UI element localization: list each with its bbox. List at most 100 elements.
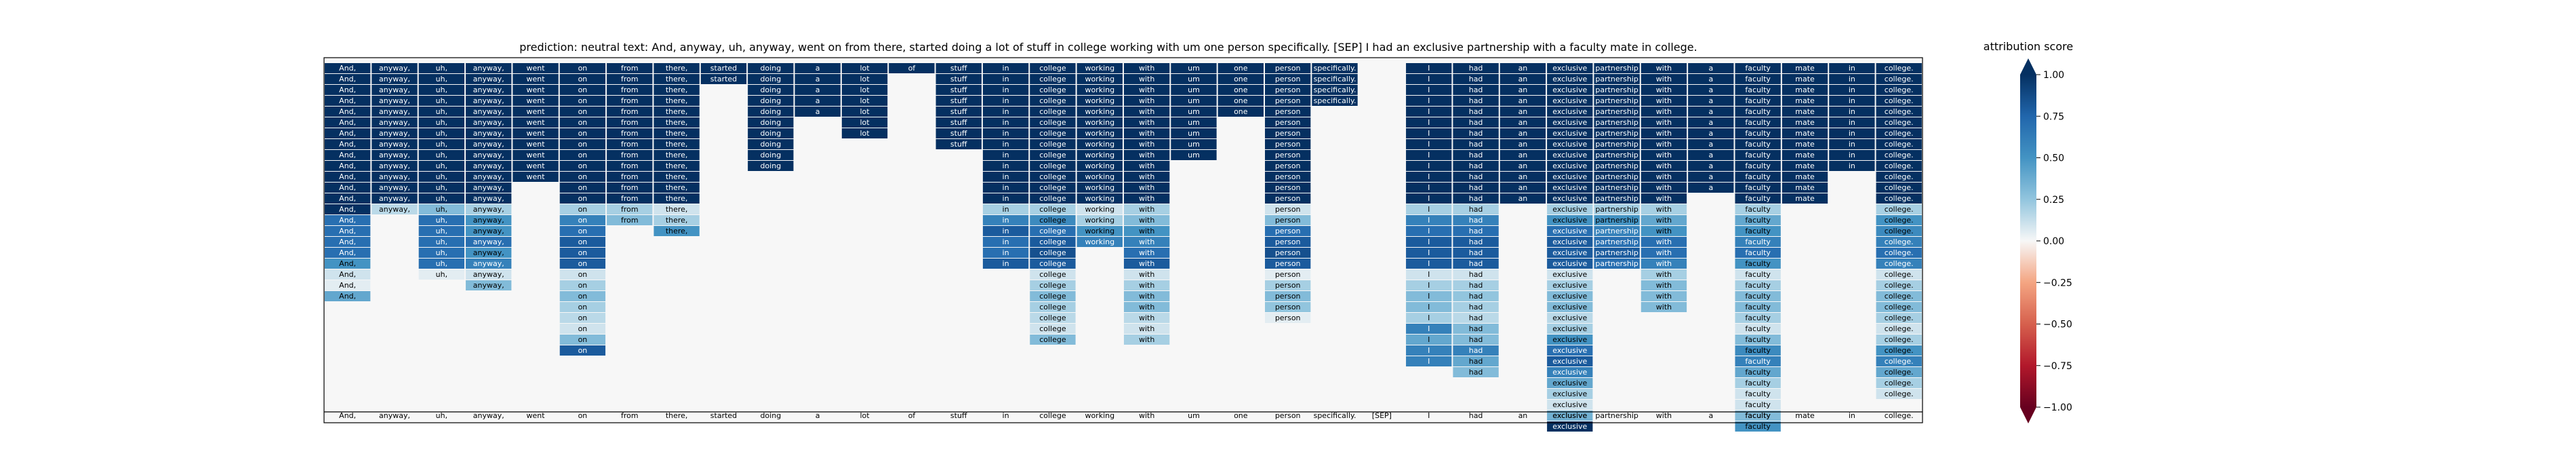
heatmap-cell bbox=[559, 107, 606, 117]
heatmap-cell bbox=[607, 183, 653, 193]
heatmap-cell bbox=[1735, 215, 1781, 225]
heatmap-cell bbox=[1453, 63, 1499, 73]
heatmap-cell bbox=[1688, 117, 1734, 128]
heatmap-cell-label: anyway, bbox=[473, 259, 504, 268]
heatmap-cell bbox=[512, 107, 559, 117]
heatmap-cell-label: partnership bbox=[1595, 194, 1638, 203]
heatmap-cell-label: college bbox=[1039, 335, 1066, 344]
heatmap-cell bbox=[1453, 204, 1499, 214]
heatmap-cell bbox=[371, 172, 418, 182]
heatmap-cell bbox=[418, 204, 465, 214]
heatmap-cell bbox=[748, 161, 794, 171]
colorbar-tick-label: 1.00 bbox=[2043, 70, 2064, 81]
heatmap-cell-label: with bbox=[1139, 129, 1154, 138]
heatmap-cell bbox=[1594, 248, 1640, 258]
heatmap-cell bbox=[1453, 269, 1499, 280]
heatmap-cell bbox=[325, 161, 371, 171]
heatmap-cell-label: on bbox=[578, 346, 588, 355]
heatmap-cell-label: faculty bbox=[1745, 303, 1771, 311]
heatmap-cell bbox=[794, 63, 841, 73]
heatmap-cell-label: person bbox=[1275, 292, 1301, 301]
heatmap-cell-label: with bbox=[1139, 96, 1154, 105]
heatmap-cell-label: from bbox=[621, 151, 639, 159]
heatmap-cell-label: college. bbox=[1885, 281, 1914, 290]
heatmap-cell-label: I bbox=[1428, 270, 1430, 279]
heatmap-cell-label: anyway, bbox=[379, 107, 410, 116]
heatmap-cell bbox=[1030, 63, 1076, 73]
heatmap-cell-label: exclusive bbox=[1552, 411, 1587, 420]
heatmap-cell-label: person bbox=[1275, 96, 1301, 105]
heatmap-cell-label: with bbox=[1656, 259, 1672, 268]
heatmap-cell-label: anyway, bbox=[473, 107, 504, 116]
heatmap-cell-label: person bbox=[1275, 216, 1301, 225]
heatmap-cell bbox=[1406, 237, 1452, 247]
heatmap-cell-label: there, bbox=[666, 140, 688, 149]
heatmap-cell-label: on bbox=[578, 64, 588, 73]
heatmap-cell bbox=[1265, 85, 1311, 95]
heatmap-cell bbox=[1735, 183, 1781, 193]
heatmap-cell bbox=[559, 269, 606, 280]
heatmap-cell-label: went bbox=[527, 151, 546, 159]
heatmap-cell-label: uh, bbox=[436, 129, 447, 138]
heatmap-cell-label: exclusive bbox=[1552, 248, 1587, 257]
heatmap-cell bbox=[982, 96, 1029, 106]
heatmap-cell bbox=[982, 172, 1029, 182]
heatmap-cell bbox=[1829, 161, 1875, 171]
heatmap-cell bbox=[1030, 107, 1076, 117]
colorbar-tick-label: −0.75 bbox=[2043, 361, 2072, 372]
heatmap-cell-label: exclusive bbox=[1552, 238, 1587, 246]
heatmap-cell-label: And, bbox=[339, 227, 356, 235]
heatmap-cell bbox=[1076, 150, 1123, 160]
heatmap-cell-label: in bbox=[1003, 248, 1009, 257]
x-tick-label: I bbox=[1428, 411, 1430, 420]
heatmap-cell-label: on bbox=[578, 194, 588, 203]
heatmap-cell-label: exclusive bbox=[1552, 270, 1587, 279]
heatmap-cell bbox=[1030, 139, 1076, 149]
heatmap-cell-label: faculty bbox=[1745, 379, 1771, 387]
heatmap-cell bbox=[371, 150, 418, 160]
heatmap-cell-label: in bbox=[1003, 96, 1009, 105]
heatmap-cell bbox=[748, 139, 794, 149]
heatmap-cell-label: with bbox=[1656, 216, 1672, 225]
heatmap-cell bbox=[1641, 107, 1687, 117]
heatmap-cell-label: college. bbox=[1885, 107, 1914, 116]
heatmap-cell bbox=[1265, 107, 1311, 117]
heatmap-cell bbox=[512, 96, 559, 106]
heatmap-cell bbox=[1030, 128, 1076, 138]
heatmap-cell-label: partnership bbox=[1595, 151, 1638, 159]
heatmap-cell-label: And, bbox=[339, 292, 356, 301]
heatmap-cell bbox=[1594, 85, 1640, 95]
heatmap-cell bbox=[1876, 248, 1922, 258]
heatmap-cell-label: one bbox=[1234, 86, 1248, 94]
heatmap-cell bbox=[559, 63, 606, 73]
heatmap-cell bbox=[607, 172, 653, 182]
heatmap-cell-label: in bbox=[1849, 96, 1855, 105]
heatmap-cell bbox=[1030, 313, 1076, 323]
heatmap-cell bbox=[1547, 117, 1593, 128]
heatmap-cell-label: faculty bbox=[1745, 172, 1771, 181]
heatmap-cell-label: partnership bbox=[1595, 259, 1638, 268]
heatmap-cell bbox=[512, 161, 559, 171]
heatmap-cell bbox=[1735, 150, 1781, 160]
heatmap-cell-label: person bbox=[1275, 86, 1301, 94]
heatmap-cell bbox=[418, 248, 465, 258]
heatmap-cell-label: um bbox=[1188, 129, 1200, 138]
heatmap-cell-label: with bbox=[1656, 118, 1672, 127]
heatmap-cell-label: I bbox=[1428, 118, 1430, 127]
heatmap-cell-label: on bbox=[578, 303, 588, 311]
heatmap-cell bbox=[1547, 335, 1593, 345]
heatmap-cell bbox=[559, 85, 606, 95]
heatmap-cell bbox=[1453, 335, 1499, 345]
heatmap-cell bbox=[982, 63, 1029, 73]
heatmap-cell-label: college. bbox=[1885, 183, 1914, 192]
heatmap-cell-label: in bbox=[1003, 86, 1009, 94]
heatmap-cell bbox=[1829, 63, 1875, 73]
heatmap-cell-label: I bbox=[1428, 248, 1430, 257]
heatmap-cell-label: in bbox=[1849, 162, 1855, 170]
heatmap-cell-label: And, bbox=[339, 281, 356, 290]
heatmap-cell bbox=[607, 150, 653, 160]
heatmap-cell-label: college bbox=[1039, 303, 1066, 311]
heatmap-cell-label: working bbox=[1085, 118, 1114, 127]
heatmap-cell-label: faculty bbox=[1745, 335, 1771, 344]
heatmap-cell-label: anyway, bbox=[473, 183, 504, 192]
